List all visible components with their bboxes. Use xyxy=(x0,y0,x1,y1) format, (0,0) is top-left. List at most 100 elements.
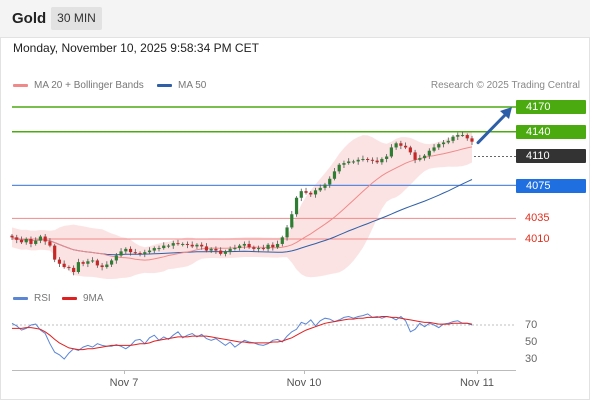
candle-body xyxy=(309,192,313,195)
candle-body xyxy=(214,248,218,251)
candle-body xyxy=(181,243,185,245)
legend-label: MA 50 xyxy=(178,80,207,91)
candle-body xyxy=(446,140,450,143)
candle-body xyxy=(147,250,152,253)
candle-body xyxy=(380,158,384,163)
candle-body xyxy=(465,135,469,139)
x-label-nov10: Nov 10 xyxy=(286,377,322,389)
rsi-ma9-line xyxy=(12,316,473,351)
candle-body xyxy=(370,159,375,161)
x-label-nov11: Nov 11 xyxy=(459,377,495,389)
candlesticks xyxy=(10,131,474,276)
candle-body xyxy=(361,158,365,160)
candle-body xyxy=(427,150,431,156)
candle-body xyxy=(394,143,398,148)
candle-body xyxy=(24,239,28,243)
candle-body xyxy=(86,261,90,264)
legend-swatch-icon xyxy=(13,297,28,300)
candle-body xyxy=(271,244,275,248)
rsi-tick-30: 30 xyxy=(525,353,538,365)
candle-body xyxy=(228,248,232,252)
candle-body xyxy=(143,252,147,254)
level-label-4035: 4035 xyxy=(525,212,550,224)
candle-body xyxy=(128,248,133,253)
forecast-arrow-shaft xyxy=(476,111,509,145)
candle-body xyxy=(261,248,265,250)
candle-body xyxy=(48,241,52,246)
candle-body xyxy=(43,236,47,242)
candle-body xyxy=(152,248,156,251)
candle-body xyxy=(195,244,199,247)
legend-item-rsi: RSI xyxy=(13,293,51,304)
candle-body xyxy=(441,142,446,145)
candle-body xyxy=(76,262,80,272)
candle-body xyxy=(133,252,137,254)
candle-body xyxy=(313,190,318,195)
candle-body xyxy=(209,248,213,251)
level-label-4010: 4010 xyxy=(525,233,550,245)
rsi-line xyxy=(11,313,473,360)
candle-body xyxy=(38,236,43,241)
candle-body xyxy=(242,243,246,246)
candle-body xyxy=(53,245,57,260)
candle-body xyxy=(62,263,66,268)
candle-body xyxy=(337,164,341,172)
instrument-title: Gold xyxy=(12,10,47,27)
x-tick xyxy=(304,370,305,374)
candle-body xyxy=(299,191,303,198)
candle-body xyxy=(285,227,289,238)
candle-body xyxy=(190,244,194,247)
candle-body xyxy=(418,158,422,160)
rsi-tick-50: 50 xyxy=(525,336,538,348)
candle-body xyxy=(266,244,270,249)
rsi-tick-70: 70 xyxy=(525,319,538,331)
forecast-arrow-head xyxy=(500,107,512,119)
candle-body xyxy=(91,260,95,262)
legend-label: 9MA xyxy=(83,293,104,304)
candle-body xyxy=(204,246,209,251)
candle-body xyxy=(162,245,166,249)
forecast-arrow xyxy=(476,107,512,145)
level-label-4170: 4170 xyxy=(516,100,586,114)
candle-body xyxy=(200,244,204,247)
legend-item-9ma: 9MA xyxy=(62,293,104,304)
candle-body xyxy=(347,161,351,164)
bollinger-band-fill xyxy=(12,131,472,279)
candle-body xyxy=(219,250,223,254)
candle-body xyxy=(72,267,76,272)
candle-body xyxy=(456,135,460,137)
rsi-chart xyxy=(11,313,516,360)
candle-body xyxy=(185,243,190,245)
timeframe-selector[interactable]: 30 MIN xyxy=(51,7,102,30)
candle-body xyxy=(67,267,71,269)
bollinger-bands xyxy=(12,131,472,279)
candle-body xyxy=(176,243,180,245)
candle-body xyxy=(408,147,412,153)
candle-body xyxy=(19,239,24,243)
candle-body xyxy=(34,240,38,244)
current-price-label: 4110 xyxy=(516,149,586,163)
candle-body xyxy=(275,243,280,248)
candle-body xyxy=(342,163,346,165)
candle-body xyxy=(422,155,427,159)
legend-item-ma20-bollinger: MA 20 + Bollinger Bands xyxy=(13,80,144,91)
candle-body xyxy=(57,259,62,264)
legend-label: RSI xyxy=(34,293,51,304)
candle-body xyxy=(389,147,393,157)
candle-body xyxy=(323,184,327,188)
x-tick xyxy=(124,370,125,374)
candle-body xyxy=(290,214,294,228)
candle-body xyxy=(100,265,104,268)
candle-body xyxy=(366,158,370,160)
price-level-lines xyxy=(12,106,516,240)
candle-body xyxy=(413,152,417,160)
candle-body xyxy=(460,135,465,137)
candle-body xyxy=(95,260,99,266)
legend-swatch-icon xyxy=(62,297,77,300)
candle-body xyxy=(356,159,360,162)
candle-body xyxy=(233,248,237,250)
level-label-4075: 4075 xyxy=(516,179,586,193)
candle-body xyxy=(318,187,322,191)
candle-body xyxy=(223,251,228,254)
